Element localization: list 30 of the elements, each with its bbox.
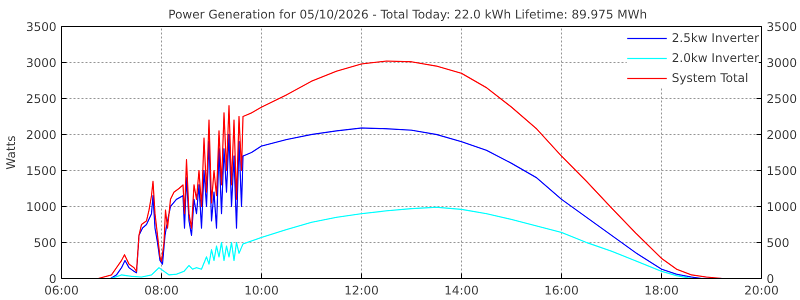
legend-label: 2.5kw Inverter bbox=[672, 31, 759, 45]
x-tick-label: 10:00 bbox=[244, 284, 279, 298]
x-tick-label: 20:00 bbox=[744, 284, 779, 298]
y-tick-label: 1000 bbox=[26, 200, 57, 214]
line-series bbox=[110, 206, 692, 278]
y-tick-label: 0 bbox=[48, 272, 57, 286]
y-tick-label: 2500 bbox=[26, 92, 57, 106]
y2-tick-label: 1000 bbox=[766, 200, 798, 214]
y-tick-label: 2000 bbox=[26, 128, 57, 142]
x-tick-label: 08:00 bbox=[144, 284, 179, 298]
legend-label: 2.0kw Inverter bbox=[672, 51, 759, 65]
y2-tick-label: 500 bbox=[766, 236, 790, 250]
x-tick-label: 14:00 bbox=[444, 284, 479, 298]
x-tick-label: 18:00 bbox=[644, 284, 679, 298]
y2-tick-label: 3500 bbox=[766, 20, 798, 34]
y2-tick-label: 3000 bbox=[766, 56, 798, 70]
y2-tick-label: 2500 bbox=[766, 92, 798, 106]
y2-tick-label: 1500 bbox=[766, 164, 798, 178]
y2-tick-label: 2000 bbox=[766, 128, 798, 142]
y2-tick-label: 0 bbox=[766, 272, 774, 286]
y-tick-label: 3000 bbox=[26, 56, 57, 70]
y-axis-title: Watts bbox=[4, 135, 18, 170]
x-tick-label: 06:00 bbox=[44, 284, 79, 298]
chart-title: Power Generation for 05/10/2026 - Total Today: 22.0 kWh Lifetime: 89.975 MWh bbox=[168, 8, 648, 22]
x-tick-label: 12:00 bbox=[344, 284, 379, 298]
legend-label: System Total bbox=[672, 71, 748, 85]
x-tick-label: 16:00 bbox=[544, 284, 579, 298]
y-tick-label: 1500 bbox=[26, 164, 57, 178]
y-tick-label: 500 bbox=[34, 236, 56, 250]
y-tick-label: 3500 bbox=[26, 20, 57, 34]
